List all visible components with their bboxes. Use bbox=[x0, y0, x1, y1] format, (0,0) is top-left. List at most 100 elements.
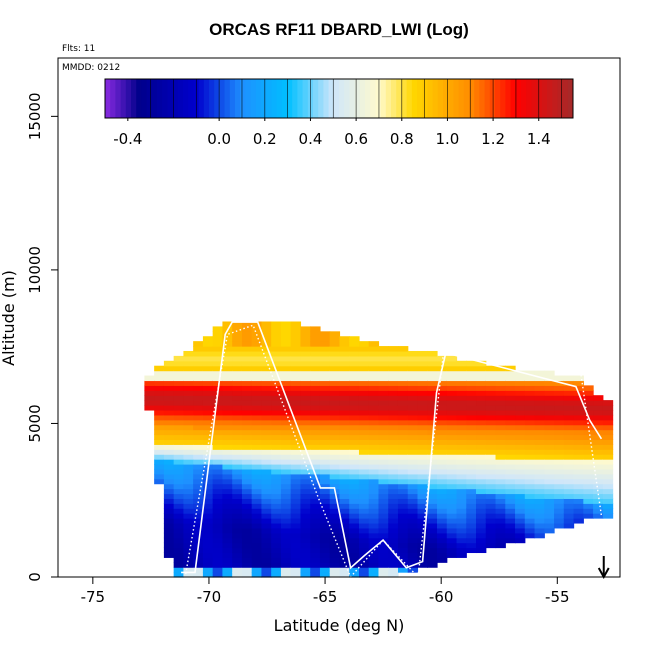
heatmap-cell bbox=[300, 493, 311, 499]
heatmap-cell bbox=[583, 498, 594, 504]
heatmap-cell bbox=[554, 424, 565, 431]
heatmap-cell bbox=[251, 567, 263, 573]
heatmap-cell bbox=[339, 346, 350, 352]
heatmap-cell bbox=[593, 463, 604, 470]
heatmap-cell bbox=[437, 537, 448, 544]
heatmap-cell bbox=[456, 390, 467, 396]
heatmap-cell bbox=[202, 532, 214, 539]
heatmap-cell bbox=[456, 503, 467, 509]
heatmap-cell bbox=[222, 429, 233, 436]
heatmap-cell bbox=[534, 385, 545, 391]
heatmap-cell bbox=[232, 454, 243, 460]
heatmap-cell bbox=[183, 395, 194, 401]
colorbar-segment bbox=[401, 79, 408, 118]
colorbar: -0.4 0.0 0.2 0.4 0.6 0.8 1.0 1.2 1.4 bbox=[104, 78, 574, 148]
heatmap-cell bbox=[417, 375, 428, 382]
heatmap-cell bbox=[329, 498, 341, 504]
heatmap-cell bbox=[154, 468, 165, 475]
heatmap-cell bbox=[397, 542, 409, 549]
heatmap-cell bbox=[427, 370, 438, 377]
heatmap-cell bbox=[163, 542, 175, 549]
heatmap-cell bbox=[183, 522, 194, 529]
heatmap-cell bbox=[554, 439, 565, 445]
heatmap-cell bbox=[388, 463, 399, 470]
heatmap-cell bbox=[397, 483, 409, 490]
heatmap-cell bbox=[446, 365, 458, 372]
heatmap-cell bbox=[476, 390, 487, 396]
heatmap-cell bbox=[388, 424, 399, 431]
heatmap-cell bbox=[212, 522, 224, 529]
heatmap-cell bbox=[515, 518, 526, 524]
heatmap-cell bbox=[329, 557, 341, 563]
heatmap-cell bbox=[437, 488, 448, 495]
heatmap-cell bbox=[212, 459, 224, 465]
heatmap-cell bbox=[417, 483, 428, 490]
arrow-head bbox=[597, 567, 610, 580]
heatmap-cell bbox=[466, 454, 477, 460]
heatmap-cell bbox=[339, 547, 350, 554]
heatmap-cell bbox=[290, 552, 302, 558]
heatmap-cell bbox=[407, 395, 419, 401]
heatmap-cell bbox=[163, 385, 175, 391]
heatmap-cell bbox=[261, 547, 272, 554]
heatmap-cell bbox=[261, 419, 272, 426]
heatmap-cell bbox=[183, 380, 194, 386]
heatmap-cell bbox=[437, 390, 448, 396]
heatmap-cell bbox=[212, 557, 224, 563]
heatmap-cell bbox=[534, 468, 545, 475]
heatmap-cell bbox=[290, 454, 302, 460]
heatmap-cell bbox=[173, 409, 185, 416]
heatmap-cell bbox=[261, 459, 272, 465]
heatmap-cell bbox=[271, 542, 282, 549]
heatmap-cell bbox=[300, 547, 311, 554]
heatmap-cell bbox=[349, 537, 360, 544]
heatmap-cell bbox=[319, 365, 331, 372]
heatmap-cell bbox=[173, 562, 185, 568]
heatmap-cell bbox=[505, 532, 516, 539]
heatmap-cell bbox=[339, 355, 350, 362]
heatmap-cell bbox=[241, 326, 253, 332]
heatmap-cell bbox=[163, 360, 175, 367]
heatmap-cell bbox=[300, 326, 311, 332]
heatmap-cell bbox=[193, 527, 204, 534]
heatmap-cell bbox=[554, 400, 565, 406]
heatmap-cell bbox=[329, 459, 341, 465]
heatmap-cell bbox=[163, 463, 175, 470]
heatmap-cell bbox=[310, 434, 321, 441]
heatmap-cell bbox=[222, 508, 233, 514]
heatmap-cell bbox=[300, 336, 311, 342]
heatmap-cell bbox=[524, 478, 536, 485]
heatmap-cell bbox=[554, 419, 565, 426]
heatmap-cell bbox=[271, 562, 282, 568]
heatmap-cell bbox=[417, 409, 428, 416]
heatmap-cell bbox=[427, 375, 438, 382]
heatmap-cell bbox=[407, 449, 419, 455]
heatmap-cell bbox=[407, 439, 419, 445]
heatmap-cell bbox=[388, 522, 399, 529]
heatmap-cell bbox=[476, 414, 487, 421]
heatmap-cell bbox=[222, 567, 233, 573]
heatmap-cell bbox=[524, 375, 536, 382]
heatmap-cell bbox=[515, 424, 526, 431]
heatmap-cell bbox=[573, 449, 584, 455]
heatmap-cell bbox=[505, 380, 516, 386]
heatmap-cell bbox=[222, 449, 233, 455]
heatmap-cell bbox=[407, 508, 419, 514]
heatmap-cell bbox=[583, 473, 594, 480]
heatmap-cell bbox=[173, 527, 185, 534]
heatmap-cell bbox=[446, 355, 458, 362]
heatmap-cell bbox=[446, 522, 458, 529]
heatmap-cell bbox=[583, 513, 594, 519]
heatmap-cell bbox=[476, 375, 487, 382]
heatmap-cell bbox=[437, 405, 448, 411]
heatmap-cell bbox=[310, 567, 321, 573]
heatmap-cell bbox=[407, 483, 419, 490]
heatmap-cell bbox=[329, 567, 341, 573]
heatmap-cell bbox=[397, 493, 409, 499]
heatmap-cell bbox=[583, 454, 594, 460]
heatmap-cell bbox=[368, 483, 380, 490]
heatmap-cell bbox=[524, 459, 536, 465]
heatmap-cell bbox=[300, 557, 311, 563]
heatmap-cell bbox=[602, 429, 614, 436]
